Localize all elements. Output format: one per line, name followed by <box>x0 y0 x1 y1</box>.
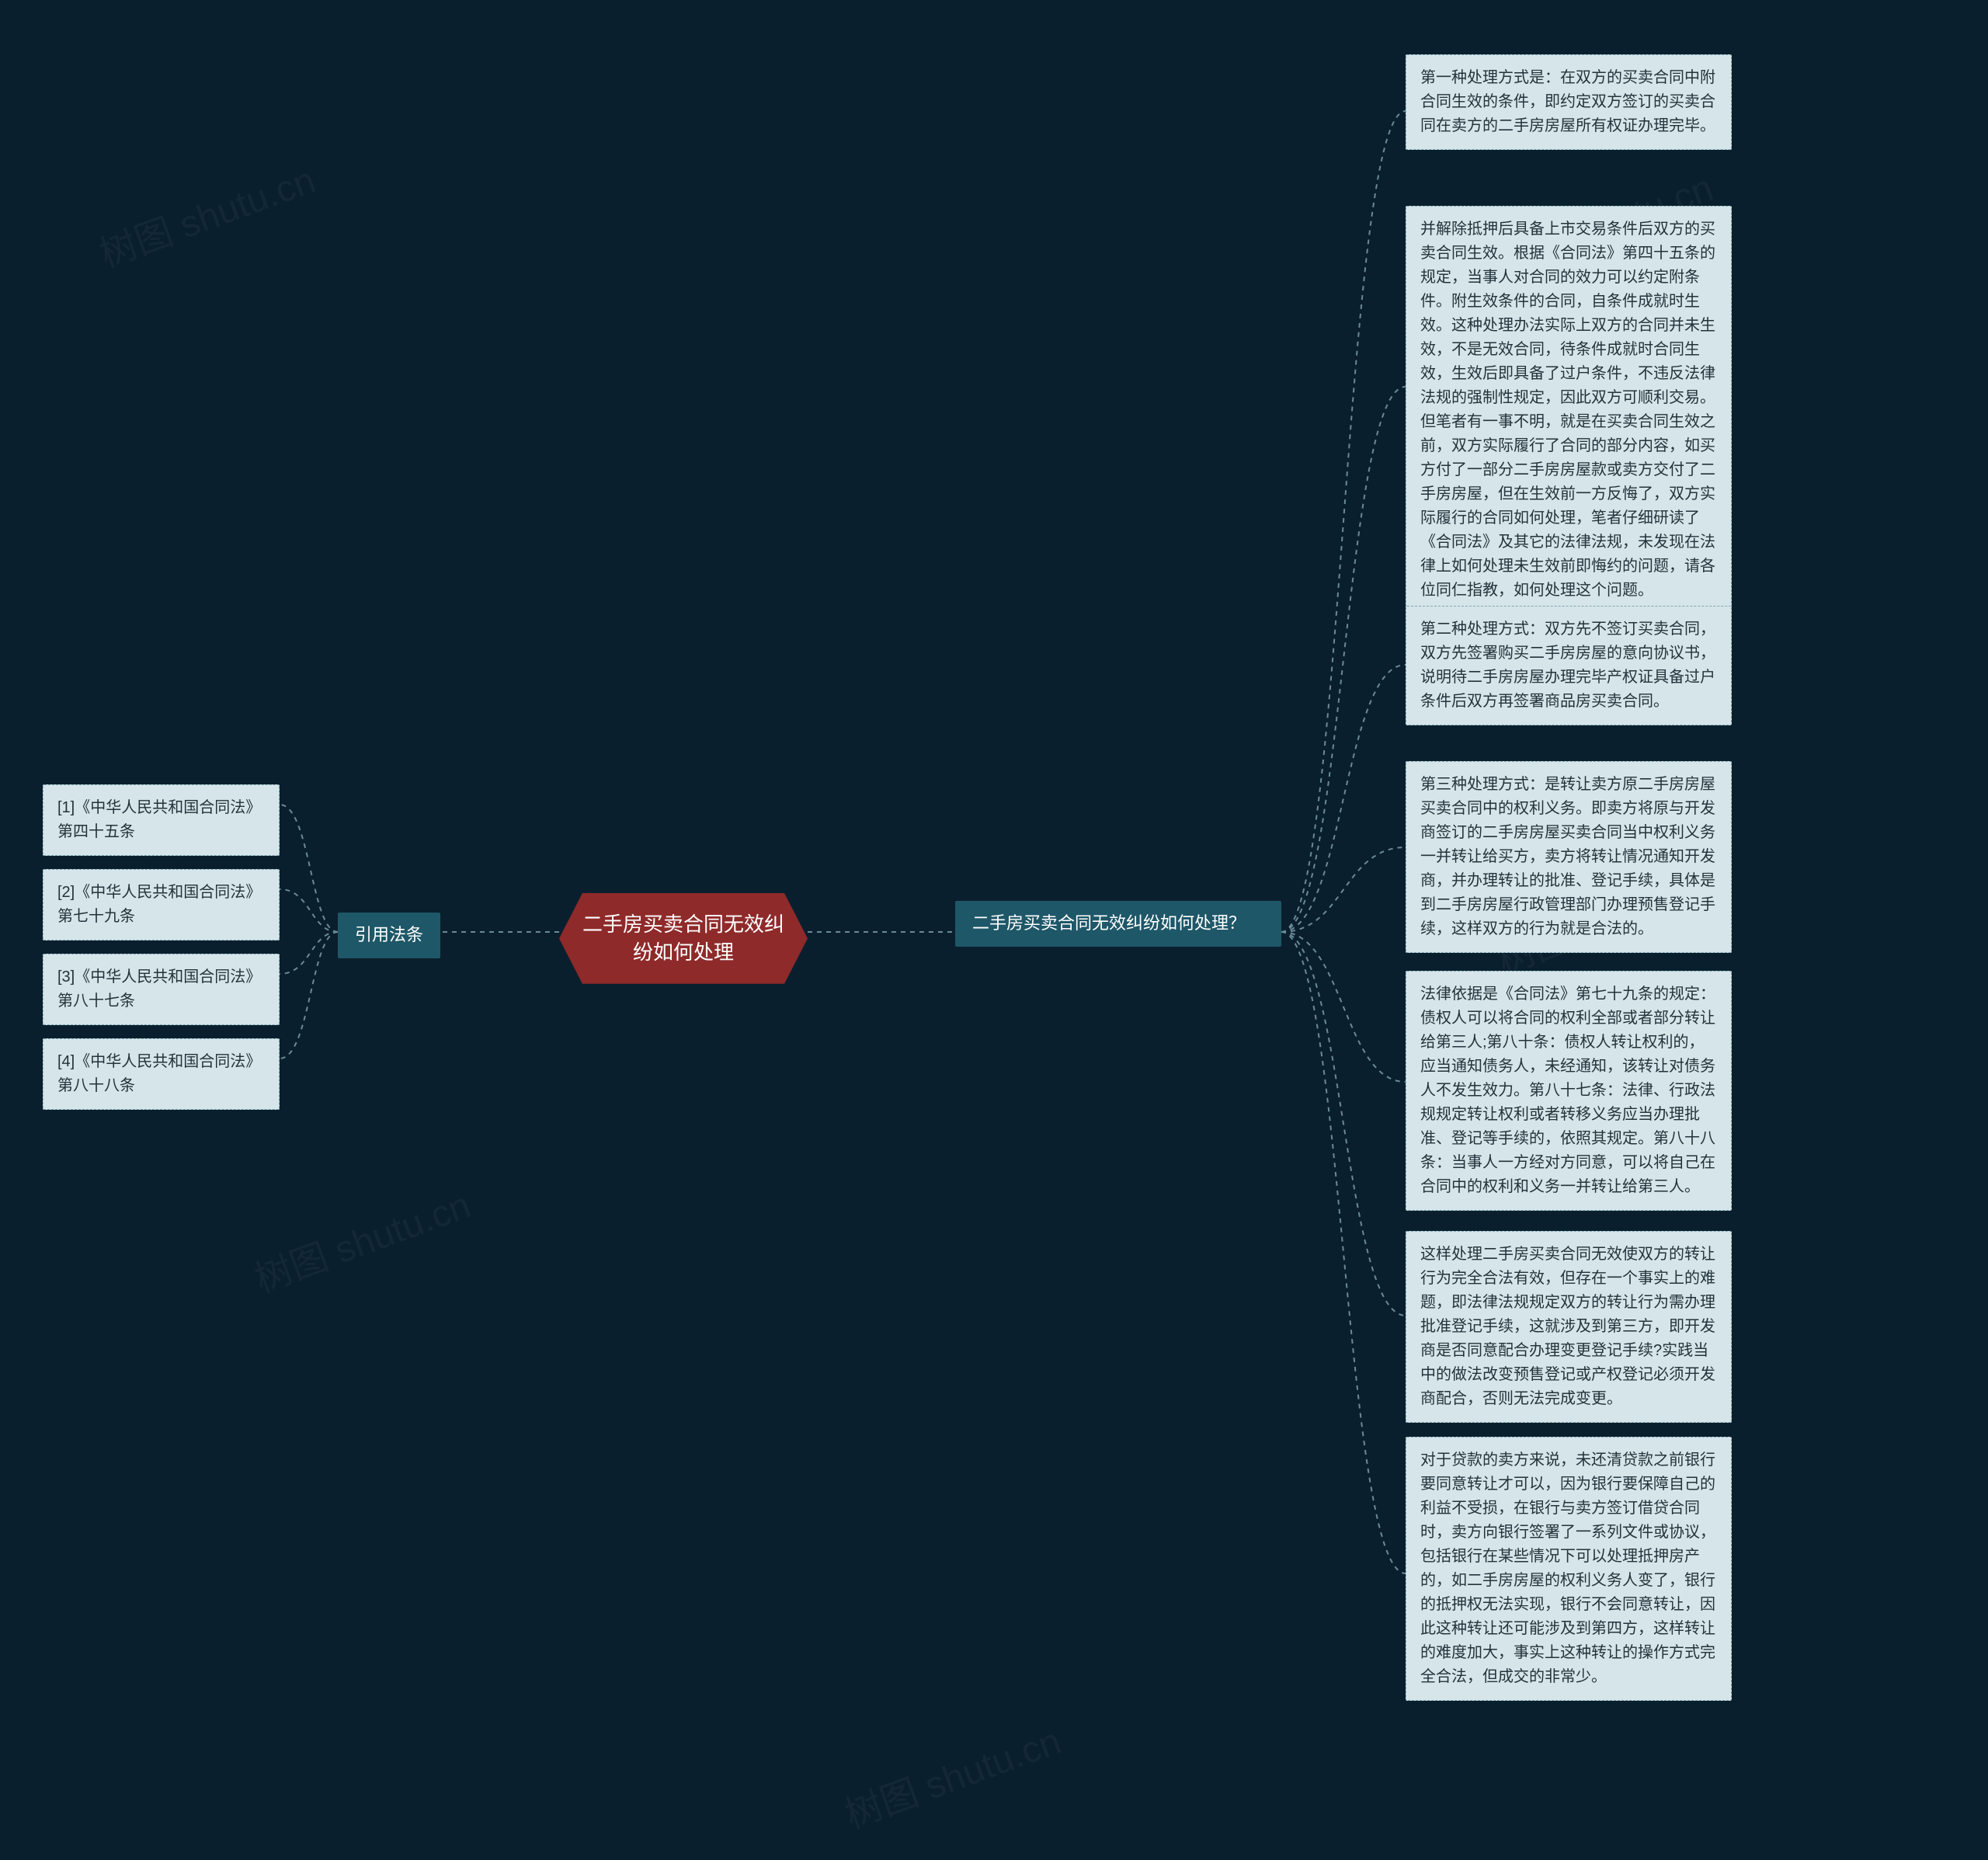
detail-item[interactable]: 第一种处理方式是：在双方的买卖合同中附合同生效的条件，即约定双方签订的买卖合同在… <box>1406 54 1732 150</box>
left-branch-node[interactable]: 引用法条 <box>338 913 440 958</box>
law-ref-item[interactable]: [2]《中华人民共和国合同法》 第七十九条 <box>43 869 280 940</box>
detail-item[interactable]: 并解除抵押后具备上市交易条件后双方的买卖合同生效。根据《合同法》第四十五条的规定… <box>1406 206 1732 614</box>
detail-item[interactable]: 法律依据是《合同法》第七十九条的规定：债权人可以将合同的权利全部或者部分转让给第… <box>1406 971 1732 1211</box>
watermark: 树图 shutu.cn <box>246 1174 477 1302</box>
detail-item[interactable]: 第三种处理方式：是转让卖方原二手房房屋买卖合同中的权利义务。即卖方将原与开发商签… <box>1406 761 1732 953</box>
detail-item[interactable]: 对于贷款的卖方来说，未还清贷款之前银行要同意转让才可以，因为银行要保障自己的利益… <box>1406 1437 1732 1701</box>
canvas: 树图 shutu.cn 树图 shutu.cn 树图 shutu.cn 树图 s… <box>0 0 1988 1860</box>
detail-item[interactable]: 第二种处理方式：双方先不签订买卖合同，双方先签署购买二手房房屋的意向协议书，说明… <box>1406 606 1732 725</box>
detail-item[interactable]: 这样处理二手房买卖合同无效使双方的转让行为完全合法有效，但存在一个事实上的难题，… <box>1406 1231 1732 1423</box>
right-branch-node[interactable]: 二手房买卖合同无效纠纷如何处理？ <box>955 901 1281 947</box>
law-ref-item[interactable]: [4]《中华人民共和国合同法》 第八十八条 <box>43 1038 280 1110</box>
watermark: 树图 shutu.cn <box>836 1710 1067 1838</box>
center-node[interactable]: 二手房买卖合同无效纠纷如何处理 <box>559 893 808 984</box>
law-ref-item[interactable]: [3]《中华人民共和国合同法》 第八十七条 <box>43 954 280 1025</box>
watermark: 树图 shutu.cn <box>91 149 321 277</box>
law-ref-item[interactable]: [1]《中华人民共和国合同法》 第四十五条 <box>43 784 280 856</box>
